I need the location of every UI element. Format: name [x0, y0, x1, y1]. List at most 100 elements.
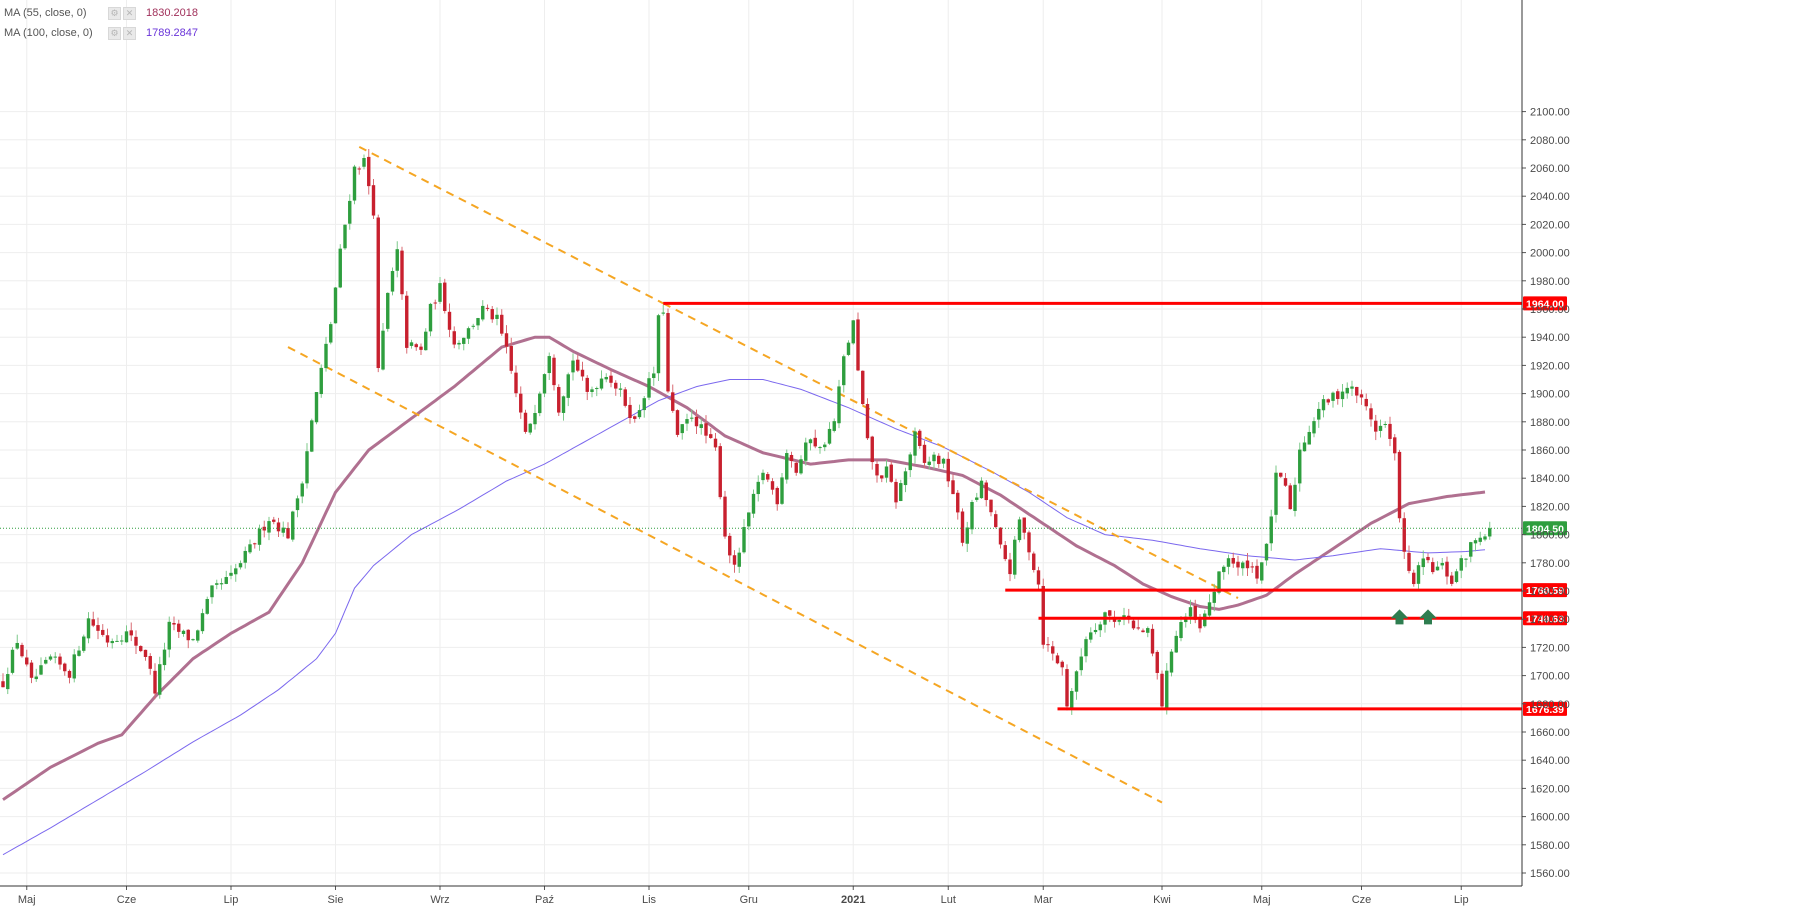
candle-body	[542, 374, 547, 394]
candle-body	[647, 378, 651, 398]
candle-body	[979, 480, 984, 499]
candle-body	[699, 424, 703, 428]
trend-lines[interactable]	[287, 145, 1239, 804]
candle-body	[419, 346, 423, 350]
candle-body	[780, 477, 784, 504]
settings-icon[interactable]: ⚙	[108, 26, 121, 40]
candle-body	[343, 224, 347, 249]
y-tick-label: 1740.00	[1530, 614, 1570, 626]
buy-arrows	[1390, 609, 1437, 625]
candle-body	[937, 455, 941, 464]
candle-body	[652, 373, 656, 379]
candle-body	[861, 370, 865, 405]
candle-body	[827, 428, 832, 444]
y-tick-label: 1700.00	[1530, 671, 1570, 683]
settings-icon[interactable]: ⚙	[108, 6, 121, 20]
level-tag-label: 1676.39	[1526, 704, 1564, 716]
candle-body	[837, 386, 841, 424]
candle-body	[1003, 545, 1007, 560]
y-tick-label: 1920.00	[1530, 360, 1570, 372]
candle-body	[671, 392, 675, 411]
candle-body	[813, 437, 817, 447]
candle-body	[72, 654, 76, 679]
candle-body	[139, 646, 143, 652]
x-tick-label: Gru	[740, 894, 758, 906]
support-resistance-levels[interactable]: 1964.00 1760.59 1740.63 1676.39 1804.50	[0, 296, 1567, 716]
candle-body	[932, 454, 936, 462]
candle-body	[761, 472, 765, 481]
candle-body	[1070, 691, 1074, 709]
candle-body	[1331, 392, 1335, 401]
candle-body	[34, 676, 38, 680]
candle-body	[348, 200, 352, 224]
candle-body	[10, 649, 15, 673]
candle-body	[1231, 557, 1235, 564]
candle-body	[77, 650, 81, 656]
candle-body	[832, 421, 836, 431]
candle-body	[466, 328, 471, 339]
candle-body	[1469, 542, 1473, 557]
candle-body	[1174, 635, 1178, 653]
candle-body	[1207, 602, 1212, 616]
candle-body	[713, 438, 718, 448]
x-tick-label: Cze	[1352, 894, 1372, 906]
up-arrow-icon	[1390, 609, 1409, 625]
candle-body	[490, 309, 494, 320]
candle-body	[633, 416, 637, 419]
candle-body	[134, 636, 138, 646]
candle-body	[946, 458, 950, 482]
candle-body	[172, 623, 176, 625]
legend-ma55-name: MA (55, close, 0)	[4, 7, 87, 19]
candle-body	[6, 674, 10, 690]
candle-body	[732, 555, 737, 565]
y-tick-label: 1840.00	[1530, 473, 1570, 485]
candle-body	[1397, 451, 1402, 519]
candle-body	[637, 410, 642, 418]
candle-body	[333, 287, 338, 324]
candle-body	[585, 377, 589, 392]
y-tick-label: 2060.00	[1530, 163, 1570, 175]
candle-body	[158, 664, 162, 695]
candle-body	[1108, 610, 1112, 616]
candle-body	[1260, 562, 1264, 581]
candle-body	[1283, 478, 1288, 486]
candle-body	[566, 374, 570, 398]
close-icon[interactable]: ✕	[123, 26, 136, 40]
candle-body	[191, 639, 195, 641]
candle-body	[913, 431, 917, 456]
candle-body	[1245, 560, 1250, 569]
close-icon[interactable]: ✕	[123, 6, 136, 20]
candle-body	[1160, 673, 1164, 707]
candle-body	[1269, 516, 1273, 544]
y-tick-label: 2040.00	[1530, 191, 1570, 203]
y-tick-label: 2000.00	[1530, 248, 1570, 260]
candle-body	[305, 451, 309, 484]
candle-body	[785, 453, 789, 480]
candle-body	[690, 417, 694, 419]
candle-body	[1374, 420, 1378, 432]
candle-body	[709, 434, 713, 438]
candle-body	[561, 396, 566, 413]
candle-body	[1036, 570, 1041, 585]
y-tick-label: 1600.00	[1530, 812, 1570, 824]
candle-body	[951, 480, 955, 495]
candle-body	[823, 444, 827, 448]
candle-body	[129, 630, 133, 636]
candle-body	[1369, 408, 1373, 420]
candle-body	[799, 459, 803, 474]
candle-body	[941, 458, 946, 464]
candle-body	[39, 665, 43, 675]
candle-body	[310, 420, 314, 452]
candle-body	[1393, 437, 1397, 454]
candle-body	[1093, 629, 1098, 633]
trend-line	[358, 145, 664, 305]
y-tick-label: 1720.00	[1530, 642, 1570, 654]
candle-body	[500, 314, 504, 334]
candle-body	[495, 314, 499, 319]
candle-body	[723, 496, 727, 537]
candle-body	[314, 392, 319, 423]
y-tick-label: 1960.00	[1530, 304, 1570, 316]
candle-body	[1488, 528, 1492, 537]
candle-body	[1421, 558, 1425, 568]
